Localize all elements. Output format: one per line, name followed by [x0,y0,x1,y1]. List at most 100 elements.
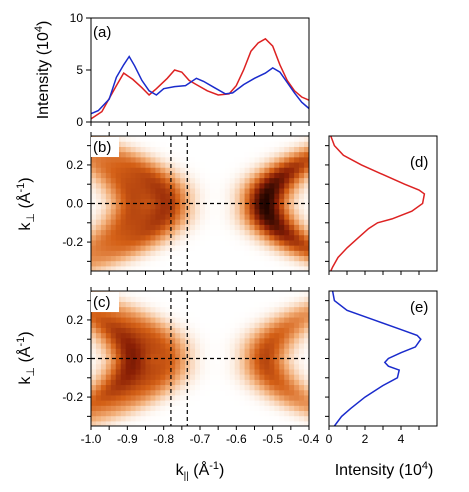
panel-b-cell [170,250,176,257]
panel-b-cell [200,255,206,262]
panel-b-ytick-label-0: -0.2 [62,235,83,249]
panel-c-cell [214,342,221,349]
panel-b-cell [145,187,152,194]
panel-c-cell [229,405,236,412]
panel-b-cell [190,255,196,262]
panel-b-cell [234,167,241,173]
panel-b-cell [209,187,216,194]
panel-c-cell [115,374,122,380]
panel-b-cell [135,239,142,246]
panel-b-cell [284,151,290,158]
panel-c-cell [284,389,290,396]
panel-b-cell [299,219,305,225]
panel-b-cell [190,151,196,158]
panel-b-cell [219,177,226,184]
panel-b-cell [269,167,275,173]
panel-c-cell [180,311,186,318]
panel-c-cell [185,394,191,401]
panel-b-cell [155,234,161,241]
panel-b-cell [120,156,127,163]
panel-b-cell [100,177,107,184]
panel-c-cell [150,394,156,401]
panel-c-cell [110,311,117,318]
panel-c-cell [204,327,211,334]
panel-c-cell [150,384,156,391]
panel-c-cell [239,332,246,339]
panel-c-cell [259,358,265,365]
panel-c-cell [214,306,221,313]
panel-c-cell [289,332,295,339]
panel-b-cell [105,234,112,241]
panel-c-cell [105,353,112,360]
panel-c-cell [95,311,102,318]
panel-c-cell [125,400,132,406]
panel-c-cell [304,374,309,380]
panel-b-cell [170,156,176,163]
panel-c-cell [135,327,142,334]
panel-b-cell [209,245,216,251]
panel-b-cell [170,161,176,168]
panel-c-cell [229,410,236,417]
panel-c-cell [200,374,206,380]
panel-b-cell [180,146,186,153]
panel-c-cell [190,389,196,396]
panel-c-cell [284,342,290,349]
panel-c-cell [195,374,201,380]
panel-b-cell [95,177,102,184]
panel-b-cell [249,255,256,262]
panel-c-cell [234,322,241,328]
panel-c-cell [170,363,176,370]
panel-c-cell [274,291,280,297]
panel-b-cell [175,245,181,251]
panel-c-cell [279,337,285,344]
panel-c-cell [190,322,196,328]
panel-c-cell [175,363,181,370]
panel-b-cell [244,208,251,215]
panel-b-cell [259,198,265,205]
panel-c-cell [279,296,285,302]
panel-b-cell [115,208,122,215]
panel-c-cell [264,348,270,354]
panel-c-cell [195,368,201,375]
panel-b-cell [145,229,152,236]
panel-b-cell [155,245,161,251]
panel-b-cell [294,224,300,231]
panel-b-cell [294,219,300,225]
panel-c-cell [155,332,161,339]
panel-c-cell [254,358,261,365]
panel-c-cell [274,379,280,386]
panel-b-cell [254,198,261,205]
panel-b-cell [145,255,152,262]
panel-c-cell [140,342,147,349]
panel-c-cell [284,322,290,328]
panel-c-cell [299,332,305,339]
panel-b-cell [214,239,221,246]
panel-c-cell [269,291,275,297]
panel-b-cell [160,208,166,215]
panel-b-cell [110,187,117,194]
panel-b-cell [264,203,270,210]
panel-b-cell [170,255,176,262]
panel-c-cell [140,415,147,422]
panel-c-cell [209,332,216,339]
panel-c-cell [289,291,295,297]
panel-c-cell [91,332,97,339]
panel-b-cell [95,213,102,220]
panel-b-cell [234,156,241,163]
panel-b-cell [234,193,241,199]
panel-c-cell [239,306,246,313]
panel-b-cell [140,250,147,257]
panel-c-cell [234,327,241,334]
panel-c-cell [145,337,152,344]
panel-b-cell [254,161,261,168]
panel-b-cell [170,213,176,220]
panel-b-cell [140,151,147,158]
panel-c-cell [190,358,196,365]
panel-b-tag: (b) [93,139,111,156]
panel-b-cell [145,234,152,241]
panel-b-cell [115,198,122,205]
panel-b-cell [135,250,142,257]
panel-b-cell [224,187,231,194]
panel-c-cell [130,384,137,391]
panel-d-series-0 [330,135,426,272]
